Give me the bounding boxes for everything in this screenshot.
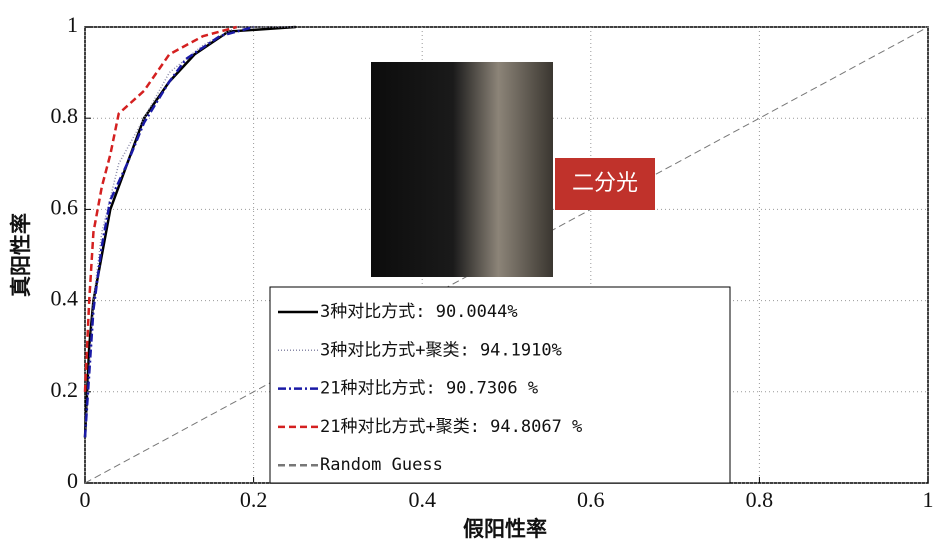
face-photo — [371, 62, 553, 277]
annotation: 二分光 — [572, 171, 638, 196]
series-line — [83, 25, 254, 438]
x-tick-label: 0.4 — [408, 487, 436, 512]
x-tick-label: 0.6 — [577, 487, 605, 512]
legend — [269, 286, 731, 484]
legend-label: 21种对比方式: 90.7306 % — [320, 379, 538, 399]
legend-label: 21种对比方式+聚类: 94.8067 % — [320, 417, 582, 437]
legend-label: Random Guess — [320, 455, 443, 475]
series-line — [83, 25, 238, 392]
x-tick-label: 0.2 — [240, 487, 268, 512]
y-tick-label: 0.2 — [51, 377, 79, 402]
x-tick-label: 0 — [80, 487, 91, 512]
x-tick-label: 1 — [923, 487, 933, 512]
y-axis-label: 真阳性率 — [9, 213, 33, 297]
x-axis-label: 假阳性率 — [463, 517, 547, 541]
y-tick-label: 1 — [67, 12, 78, 37]
y-tick-label: 0.8 — [51, 103, 79, 128]
y-tick-label: 0.6 — [51, 194, 79, 219]
legend-label: 3种对比方式: 90.0044% — [320, 302, 518, 322]
x-tick-label: 0.8 — [746, 487, 774, 512]
legend-label: 3种对比方式+聚类: 94.1910% — [320, 340, 562, 360]
y-tick-label: 0 — [67, 468, 78, 493]
y-tick-label: 0.4 — [51, 286, 79, 311]
annotation-box — [555, 158, 655, 210]
